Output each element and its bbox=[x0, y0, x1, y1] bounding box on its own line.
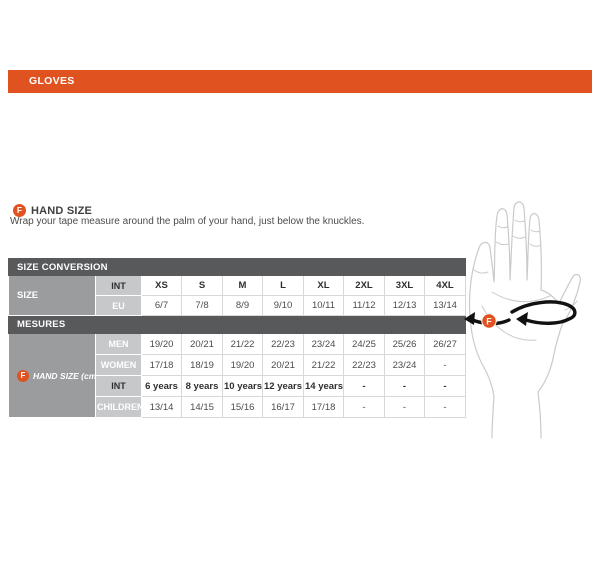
women-cell: 21/22 bbox=[303, 354, 344, 376]
f-measure-icon: F bbox=[13, 204, 26, 217]
eu-size-cell: 12/13 bbox=[384, 295, 425, 316]
children-cell: 13/14 bbox=[141, 396, 182, 418]
men-cell: 26/27 bbox=[424, 333, 466, 355]
eu-size-cell: 9/10 bbox=[262, 295, 304, 316]
children-cell: 14/15 bbox=[181, 396, 223, 418]
children-cell: 15/16 bbox=[222, 396, 263, 418]
age-cell: - bbox=[343, 375, 385, 397]
children-cell: 16/17 bbox=[262, 396, 304, 418]
eu-size-cell: 13/14 bbox=[424, 295, 466, 316]
section-title: HAND SIZE bbox=[31, 204, 93, 217]
int-age-sublabel: INT bbox=[95, 375, 142, 397]
size-col-header: 4XL bbox=[424, 275, 466, 296]
women-cell: 17/18 bbox=[141, 354, 182, 376]
women-sublabel: WOMEN bbox=[95, 354, 142, 376]
women-cell: 22/23 bbox=[343, 354, 385, 376]
hand-outline bbox=[468, 201, 581, 439]
women-cell: 18/19 bbox=[181, 354, 223, 376]
age-cell: 14 years bbox=[303, 375, 344, 397]
size-row-label: SIZE bbox=[8, 275, 96, 316]
size-col-header: 3XL bbox=[384, 275, 425, 296]
children-cell: - bbox=[424, 396, 466, 418]
age-cell: 6 years bbox=[141, 375, 182, 397]
size-conversion-table: SIZE CONVERSION SIZE INT XS S M L XL 2XL… bbox=[8, 258, 466, 418]
men-cell: 22/23 bbox=[262, 333, 304, 355]
women-cell: 19/20 bbox=[222, 354, 263, 376]
age-cell: - bbox=[424, 375, 466, 397]
tape-measure-arrowhead-left bbox=[464, 312, 475, 325]
men-sublabel: MEN bbox=[95, 333, 142, 355]
eu-size-cell: 8/9 bbox=[222, 295, 263, 316]
mesures-header: MESURES bbox=[8, 315, 466, 334]
children-cell: - bbox=[343, 396, 385, 418]
size-conversion-header: SIZE CONVERSION bbox=[8, 258, 466, 276]
children-cell: 17/18 bbox=[303, 396, 344, 418]
size-col-header: XL bbox=[303, 275, 344, 296]
size-col-header: L bbox=[262, 275, 304, 296]
hand-illustration: F bbox=[464, 201, 581, 439]
eu-sublabel: EU bbox=[95, 295, 142, 316]
age-cell: - bbox=[384, 375, 425, 397]
women-cell: 20/21 bbox=[262, 354, 304, 376]
children-sublabel: CHILDREN bbox=[95, 396, 142, 418]
hand-crease-lines bbox=[473, 219, 578, 341]
children-cell: - bbox=[384, 396, 425, 418]
men-cell: 24/25 bbox=[343, 333, 385, 355]
men-cell: 25/26 bbox=[384, 333, 425, 355]
hand-size-label: HAND SIZE (cm) bbox=[33, 370, 96, 381]
hand-size-row-label: F HAND SIZE (cm) bbox=[8, 333, 96, 418]
men-cell: 23/24 bbox=[303, 333, 344, 355]
women-cell: 23/24 bbox=[384, 354, 425, 376]
eu-size-cell: 10/11 bbox=[303, 295, 344, 316]
eu-size-cell: 7/8 bbox=[181, 295, 223, 316]
f-marker-letter: F bbox=[486, 317, 492, 327]
f-measure-marker-icon bbox=[481, 313, 497, 329]
eu-size-cell: 6/7 bbox=[141, 295, 182, 316]
eu-size-cell: 11/12 bbox=[343, 295, 385, 316]
men-cell: 20/21 bbox=[181, 333, 223, 355]
tape-measure-back-arrow bbox=[510, 300, 577, 325]
men-cell: 19/20 bbox=[141, 333, 182, 355]
men-cell: 21/22 bbox=[222, 333, 263, 355]
size-col-header: XS bbox=[141, 275, 182, 296]
int-sublabel: INT bbox=[95, 275, 142, 296]
age-cell: 8 years bbox=[181, 375, 223, 397]
size-col-header: M bbox=[222, 275, 263, 296]
size-col-header: S bbox=[181, 275, 223, 296]
f-measure-icon: F bbox=[17, 369, 29, 382]
age-cell: 12 years bbox=[262, 375, 304, 397]
measure-instructions: Wrap your tape measure around the palm o… bbox=[10, 216, 365, 227]
size-col-header: 2XL bbox=[343, 275, 385, 296]
hand-size-heading: F HAND SIZE bbox=[13, 204, 92, 217]
tape-measure-arrowhead-center bbox=[516, 312, 528, 326]
women-cell: - bbox=[424, 354, 466, 376]
gloves-banner: GLOVES bbox=[8, 70, 592, 93]
age-cell: 10 years bbox=[222, 375, 263, 397]
